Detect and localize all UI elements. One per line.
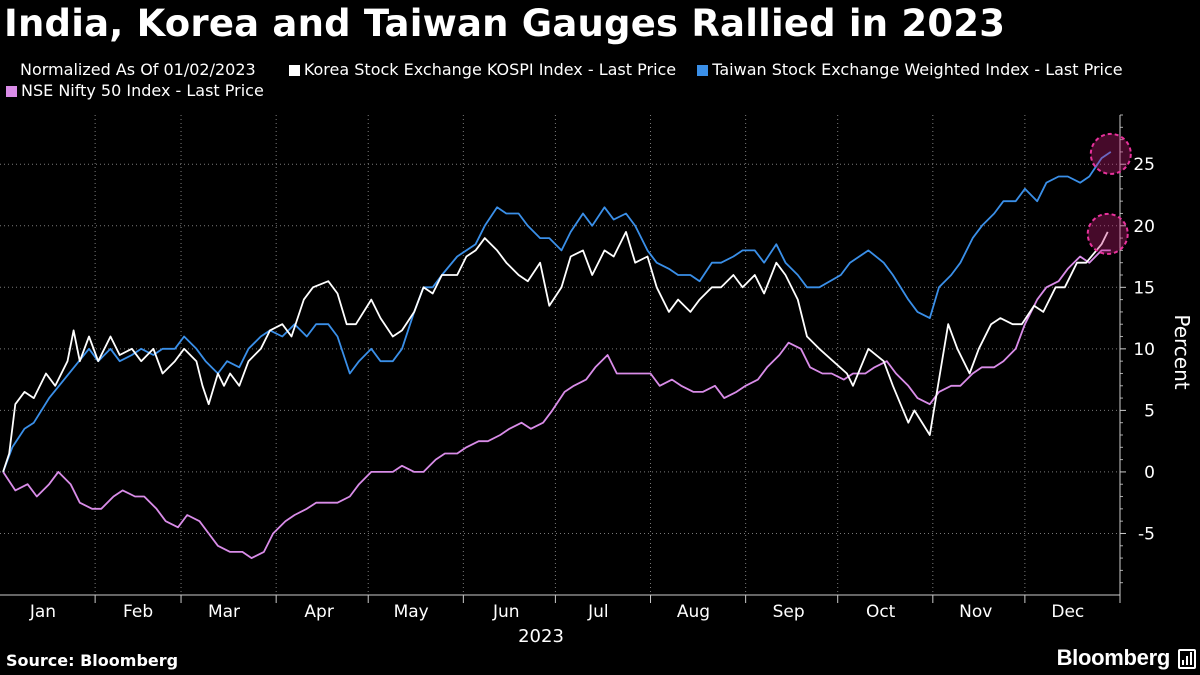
highlight-taiwan — [1089, 132, 1132, 175]
x-tick-label: Aug — [677, 602, 710, 622]
bloomberg-logo: Bloomberg — [1056, 645, 1171, 670]
y-tick-label: 5 — [1144, 401, 1155, 421]
y-tick-label: 20 — [1133, 217, 1155, 237]
x-tick-label: Jan — [29, 602, 56, 622]
x-tick-label: Dec — [1051, 602, 1084, 622]
highlights — [1086, 132, 1132, 255]
legend-swatch-taiwan — [697, 65, 709, 76]
legend: Normalized As Of 01/02/2023 Korea Stock … — [6, 59, 1186, 101]
source-note: Source: Bloomberg — [6, 651, 179, 670]
y-tick-label: 15 — [1133, 278, 1155, 298]
x-tick-label: Nov — [959, 602, 992, 622]
legend-item-taiwan: Taiwan Stock Exchange Weighted Index - L… — [697, 59, 1123, 80]
legend-item-india: NSE Nifty 50 Index - Last Price — [6, 80, 264, 101]
series-line-korea — [2, 231, 1109, 473]
legend-label-korea: Korea Stock Exchange KOSPI Index - Last … — [303, 60, 677, 79]
y-tick-label: 10 — [1133, 340, 1155, 360]
x-axis-year-label: 2023 — [518, 626, 564, 647]
x-tick-label: May — [394, 602, 429, 622]
x-tick-label: Feb — [123, 602, 153, 622]
legend-swatch-india — [6, 86, 17, 97]
legend-swatch-korea — [288, 65, 300, 76]
legend-item-korea: Korea Stock Exchange KOSPI Index - Last … — [288, 59, 677, 80]
axes: 25 20 15 10 5 0 -5 Jan Feb Mar Apr May Jun Jul Aug Sep O… — [0, 114, 1155, 622]
series-line-india — [2, 249, 1111, 559]
y-axis-label: Percent — [1170, 314, 1194, 389]
legend-label-taiwan: Taiwan Stock Exchange Weighted Index - L… — [712, 60, 1123, 79]
chart-title: India, Korea and Taiwan Gauges Rallied i… — [4, 2, 1006, 45]
y-tick-label: -5 — [1138, 524, 1155, 544]
x-tick-label: Oct — [866, 602, 896, 622]
y-tick-label: 0 — [1144, 463, 1155, 483]
x-tick-label: Apr — [304, 602, 333, 622]
series-line-taiwan — [2, 151, 1112, 473]
x-tick-label: Jun — [492, 602, 520, 622]
x-tick-label: Mar — [208, 602, 240, 622]
terminal-icon — [1178, 649, 1196, 669]
series-layer — [2, 151, 1112, 559]
x-tick-label: Jul — [587, 602, 609, 622]
legend-note: Normalized As Of 01/02/2023 — [20, 60, 256, 79]
legend-label-india: NSE Nifty 50 Index - Last Price — [21, 81, 264, 100]
y-tick-label: 25 — [1133, 155, 1155, 175]
highlight-korea — [1086, 212, 1129, 255]
x-tick-label: Sep — [773, 602, 805, 622]
